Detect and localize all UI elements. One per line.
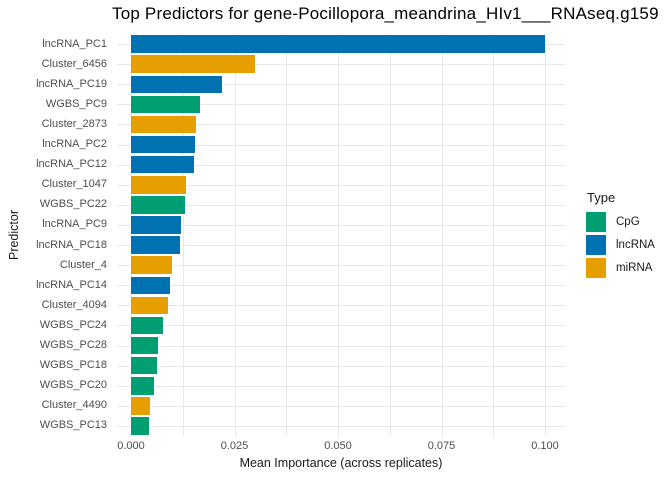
y-gridline	[117, 224, 565, 226]
legend-swatch-mirna	[586, 258, 606, 278]
bar	[131, 196, 185, 214]
bar	[131, 176, 186, 194]
x-gridline	[493, 34, 495, 436]
bar	[131, 256, 172, 274]
legend-entry-lncrna: lncRNA	[586, 235, 655, 255]
plot-panel	[117, 34, 565, 436]
y-gridline	[117, 104, 565, 106]
legend-entry-mirna: miRNA	[586, 258, 655, 278]
y-axis-label: WGBS_PC18	[39, 359, 107, 372]
legend-swatch-cpg	[586, 212, 606, 232]
y-axis-label: WGBS_PC13	[39, 419, 107, 432]
x-gridline	[286, 34, 288, 436]
y-axis-title: Predictor	[7, 209, 21, 261]
bar	[131, 356, 157, 375]
x-gridline	[234, 34, 236, 436]
y-axis-label: Cluster_4094	[41, 298, 107, 311]
y-gridline	[117, 285, 565, 287]
bar	[131, 115, 196, 134]
y-gridline	[117, 265, 565, 267]
x-axis-label: 0.000	[117, 440, 145, 452]
y-gridline	[117, 425, 565, 427]
legend-swatch-lncrna	[586, 235, 606, 255]
y-gridline	[117, 84, 565, 86]
x-gridline	[389, 34, 391, 436]
y-gridline	[117, 164, 565, 166]
bar	[131, 135, 195, 154]
x-gridline	[131, 34, 132, 436]
x-axis-label: 0.075	[427, 440, 456, 452]
legend-title: Type	[587, 190, 616, 205]
y-axis-label: lncRNA_PC14	[36, 278, 107, 291]
bar	[131, 397, 150, 415]
x-gridline	[338, 34, 339, 436]
y-gridline	[117, 184, 565, 186]
y-axis-label: Cluster_2873	[41, 117, 107, 130]
y-gridline	[117, 124, 565, 126]
x-axis-label: 0.025	[220, 440, 249, 452]
bar	[131, 55, 255, 73]
y-axis-label: lncRNA_PC18	[36, 238, 107, 251]
bar	[131, 377, 154, 395]
y-axis-label: lncRNA_PC9	[42, 218, 107, 231]
bar	[131, 155, 194, 174]
y-gridline	[117, 345, 565, 347]
y-gridline	[117, 64, 565, 66]
legend-entry-cpg: CpG	[586, 212, 655, 232]
y-axis-label: Cluster_4	[59, 258, 107, 271]
x-gridline	[182, 34, 184, 436]
y-axis-label: WGBS_PC24	[39, 318, 107, 331]
y-axis-label: lncRNA_PC2	[42, 138, 107, 151]
y-axis-label: Cluster_1047	[41, 178, 107, 191]
chart-title: Top Predictors for gene-Pocillopora_mean…	[112, 4, 659, 23]
bar	[131, 276, 170, 294]
y-axis-label: WGBS_PC9	[45, 97, 107, 110]
y-axis-label: WGBS_PC22	[39, 198, 107, 211]
y-axis-label: lncRNA_PC19	[36, 77, 107, 90]
bar	[131, 35, 545, 53]
bar	[131, 236, 180, 254]
bar	[131, 75, 222, 93]
x-gridline	[441, 34, 443, 436]
y-gridline	[117, 325, 565, 327]
bar	[131, 95, 200, 114]
legend-label-mirna: miRNA	[616, 262, 653, 274]
legend-label-cpg: CpG	[616, 216, 640, 228]
y-gridline	[117, 305, 565, 307]
bar	[131, 417, 149, 435]
bar	[131, 296, 168, 315]
y-gridline	[117, 365, 565, 367]
y-axis-label: WGBS_PC20	[39, 379, 107, 392]
y-axis-label: WGBS_PC28	[39, 339, 107, 352]
x-axis-label: 0.050	[324, 440, 352, 452]
y-gridline	[117, 245, 565, 247]
x-gridline	[545, 34, 546, 436]
legend: Type CpG lncRNA miRNA	[586, 190, 655, 281]
y-axis-label: Cluster_4490	[41, 399, 107, 412]
y-gridline	[117, 204, 565, 206]
bar	[131, 336, 158, 355]
bar	[131, 316, 163, 335]
y-gridline	[117, 405, 565, 407]
x-axis-label: 0.100	[531, 440, 559, 452]
bar	[131, 216, 181, 234]
x-axis-title: Mean Importance (across replicates)	[239, 456, 443, 470]
legend-label-lncrna: lncRNA	[616, 239, 655, 251]
y-gridline	[117, 144, 565, 146]
y-axis-label: Cluster_6456	[41, 57, 107, 70]
y-gridline	[117, 385, 565, 387]
y-axis-label: lncRNA_PC12	[36, 158, 107, 171]
y-axis-label: lncRNA_PC1	[42, 37, 107, 50]
